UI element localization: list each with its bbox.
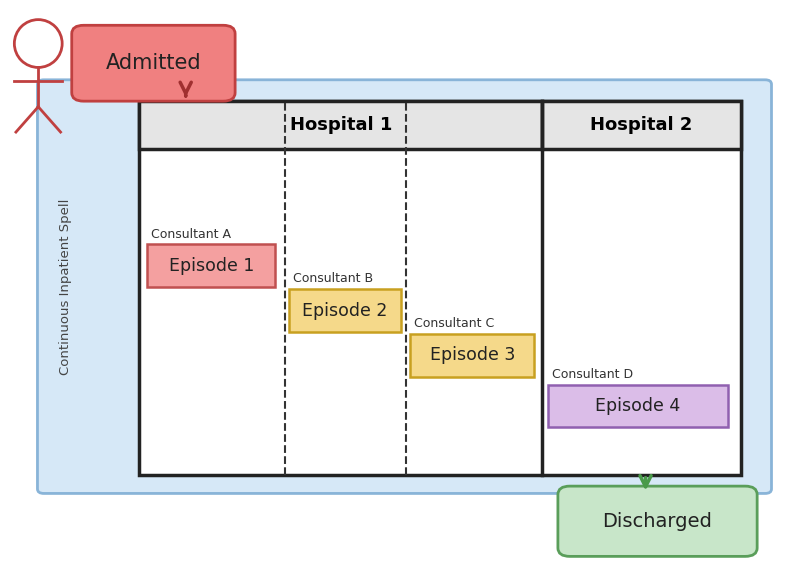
Text: Episode 1: Episode 1	[168, 256, 254, 275]
Bar	[548, 385, 728, 427]
Text: Continuous Inpatient Spell: Continuous Inpatient Spell	[59, 198, 72, 375]
Text: Hospital 1: Hospital 1	[289, 116, 392, 134]
Bar	[139, 101, 741, 475]
Text: Discharged: Discharged	[603, 512, 713, 531]
Bar	[410, 334, 534, 377]
Bar	[139, 101, 542, 149]
Text: Consultant C: Consultant C	[414, 318, 495, 330]
Text: Consultant D: Consultant D	[552, 368, 634, 381]
Text: Consultant A: Consultant A	[151, 228, 231, 241]
Bar	[147, 244, 275, 287]
Text: Episode 3: Episode 3	[430, 346, 515, 365]
Text: Admitted: Admitted	[106, 53, 201, 73]
Text: Consultant B: Consultant B	[293, 273, 374, 285]
Text: Episode 4: Episode 4	[595, 397, 681, 415]
FancyBboxPatch shape	[558, 486, 757, 556]
FancyBboxPatch shape	[72, 25, 235, 101]
Bar	[289, 289, 401, 332]
Text: Episode 2: Episode 2	[302, 301, 388, 320]
Bar	[542, 101, 741, 149]
Text: Hospital 2: Hospital 2	[591, 116, 693, 134]
FancyBboxPatch shape	[37, 80, 771, 493]
